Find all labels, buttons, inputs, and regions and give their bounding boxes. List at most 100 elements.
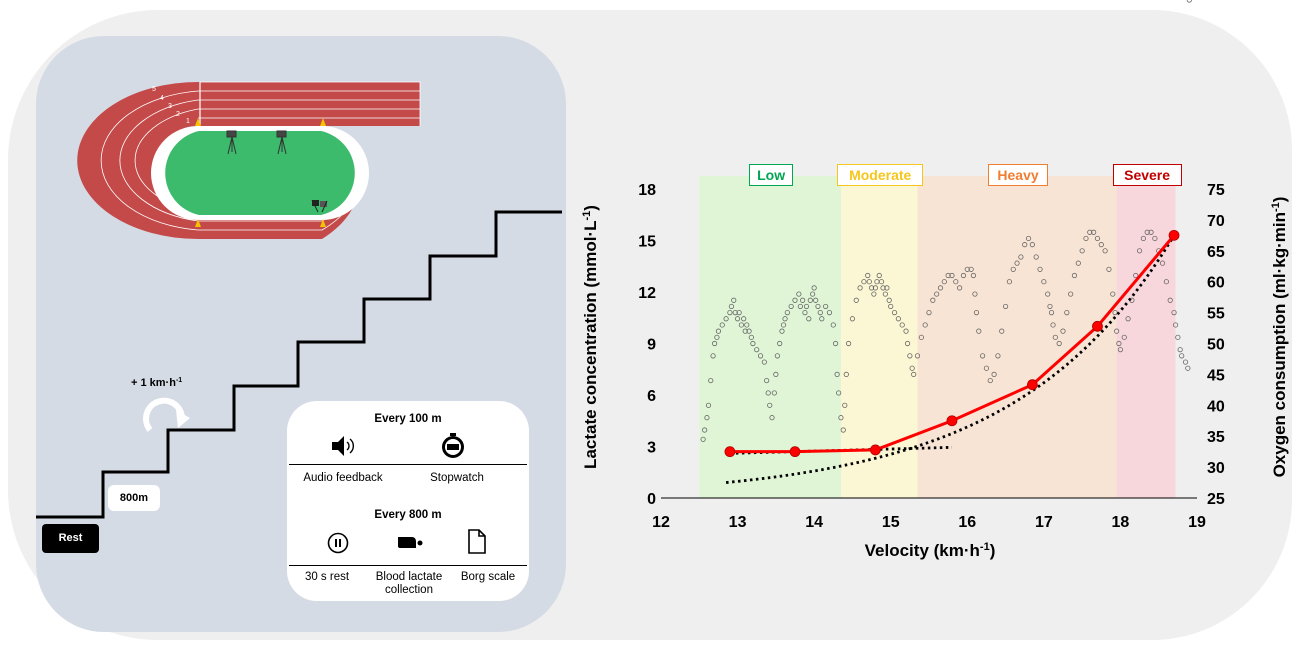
vo2-point — [765, 390, 771, 396]
protocol-info-box: Every 100 m Audio feedback Stopwatch Eve… — [287, 401, 529, 601]
vo2-point — [836, 390, 842, 396]
y-tick-label: 3 — [647, 440, 656, 457]
y-tick-label: 6 — [647, 388, 656, 405]
cone-icon — [320, 118, 326, 126]
vo2-point — [1041, 279, 1047, 285]
document-icon — [468, 529, 486, 554]
vo2-point — [774, 353, 780, 359]
zone-label-severe: Severe — [1112, 164, 1182, 186]
y2-tick-label: 65 — [1207, 244, 1225, 261]
zone-band-severe — [1116, 176, 1176, 498]
vo2-point — [973, 309, 980, 316]
y-tick-label: 18 — [638, 182, 656, 199]
curved-arrow-icon — [143, 397, 190, 432]
vo2-point — [1098, 242, 1104, 248]
y-tick-label: 9 — [647, 337, 656, 354]
vo2-point — [1114, 328, 1120, 334]
vo2-point — [754, 347, 760, 353]
vo2-point — [819, 316, 825, 322]
y2-tick-label: 40 — [1207, 398, 1225, 415]
intensity-zones — [699, 176, 1176, 498]
vo2-point — [880, 285, 886, 291]
x-tick-label: 18 — [1112, 514, 1130, 531]
vo2-point — [884, 285, 890, 291]
lactate-point — [1026, 379, 1038, 391]
incremental-steps — [36, 210, 562, 519]
y-tick-label: 15 — [638, 234, 656, 251]
blood-lactate-label: Blood lactate collection — [375, 571, 443, 596]
vo2-point — [700, 436, 706, 442]
lactate-point — [946, 415, 958, 427]
rest-30s-label: 30 s rest — [304, 571, 350, 583]
vo2-point — [849, 316, 856, 322]
y2-tick-label: 25 — [1207, 491, 1225, 508]
vo2-point — [911, 371, 917, 377]
vo2-point — [861, 279, 867, 285]
y2-axis-title: Oxygen consumption (ml·kg·min-1) — [1270, 197, 1289, 478]
vo2-point — [886, 297, 892, 303]
vo2-point — [719, 322, 725, 328]
vo2-point — [991, 371, 997, 377]
x-tick-label: 17 — [1035, 514, 1053, 531]
vo2-point — [995, 353, 1001, 359]
vo2-point — [802, 309, 808, 316]
blood-drop-hand-icon — [398, 537, 423, 548]
vo2-point — [742, 328, 748, 334]
zone-label-low: Low — [749, 164, 793, 186]
vo2-point — [1152, 235, 1158, 242]
vo2-point — [838, 415, 844, 421]
vo2-point — [918, 334, 924, 340]
vo2-point — [840, 427, 846, 433]
vo2-point — [810, 291, 816, 297]
vo2-point — [1172, 322, 1179, 328]
vo2-point — [728, 303, 735, 310]
vo2-point — [857, 285, 863, 291]
vo2-point — [937, 285, 944, 291]
vo2-point — [832, 340, 839, 347]
vo2-point — [895, 316, 901, 322]
vo2-point — [708, 377, 714, 384]
vo2-point — [1091, 229, 1097, 235]
vo2-point — [806, 316, 812, 322]
vo2-point — [1068, 291, 1074, 297]
running-track: 5 4 3 2 1 — [77, 81, 421, 239]
vo2-point — [941, 279, 947, 285]
vo2-point — [1144, 229, 1150, 235]
increment-label: + 1 km·h-1 — [131, 377, 182, 389]
vo2-point — [1148, 229, 1154, 235]
zone-label-moderate: Moderate — [837, 164, 924, 186]
vo2-point — [1121, 334, 1127, 340]
vo2-point — [764, 377, 770, 384]
vo2-point — [845, 340, 852, 347]
vo2-point — [723, 316, 729, 322]
vo2-scatter — [700, 0, 1192, 442]
vo2-point — [715, 328, 722, 334]
lactate-point — [1092, 320, 1103, 332]
vo2-point — [1140, 235, 1147, 242]
vo2-point — [1087, 229, 1093, 235]
vo2-point — [979, 353, 986, 359]
vo2-point — [865, 272, 871, 279]
vo2-point — [767, 402, 773, 408]
axes: 12 13 14 15 16 17 18 19 0 3 6 9 12 15 18 25 30 35 40 45 50 55… — [638, 182, 1225, 531]
divider — [289, 565, 527, 566]
x-tick-label: 13 — [729, 514, 747, 531]
vo2-point — [1060, 328, 1066, 334]
x-axis-title: Velocity (km·h-1) — [865, 541, 996, 560]
cone-icon — [195, 219, 201, 227]
vo2-point — [1064, 309, 1070, 316]
infield-grass — [165, 131, 355, 215]
vo2-point — [1179, 353, 1185, 359]
vo2-point — [710, 353, 716, 359]
vo2-point — [811, 285, 817, 291]
vo2-point — [934, 291, 940, 297]
y-tick-label: 0 — [647, 491, 656, 508]
vo2-point — [1018, 254, 1024, 260]
pause-icon — [327, 532, 349, 554]
vo2-point — [1133, 272, 1139, 279]
cone-icon — [195, 118, 201, 126]
vo2-point — [1029, 242, 1035, 248]
vo2-point — [909, 365, 915, 371]
vo2-point — [792, 297, 798, 303]
